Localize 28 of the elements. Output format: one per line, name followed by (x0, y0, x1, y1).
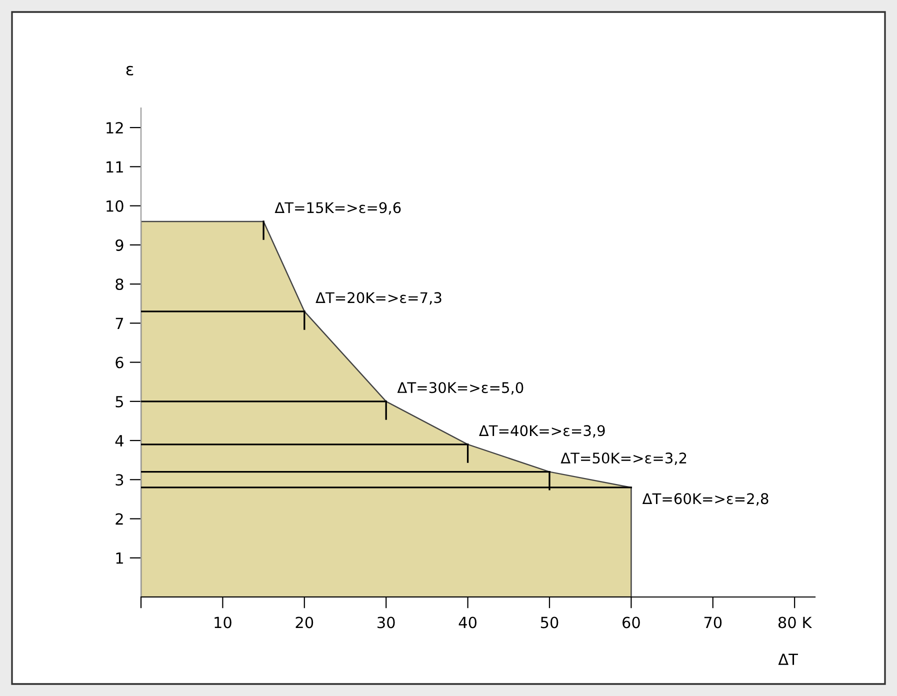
annotation: ΔT=15K=>ε=9,6 (274, 202, 401, 215)
x-axis-title: ΔT (778, 654, 798, 665)
x-tick-label: 70 (704, 616, 722, 628)
y-tick-label: 10 (106, 200, 124, 212)
y-tick-label: 1 (116, 552, 123, 564)
y-tick-label: 11 (106, 161, 123, 172)
x-tick-label: 40 (458, 616, 476, 628)
annotation: ΔT=40K=>ε=3,9 (479, 425, 605, 438)
y-tick-label: 6 (116, 356, 124, 368)
y-tick-label: 3 (116, 474, 124, 486)
y-tick-label: 12 (106, 122, 123, 134)
x-tick-label: 60 (622, 616, 640, 628)
y-tick-label: 2 (116, 513, 123, 525)
y-tick-label: 9 (116, 239, 124, 251)
y-tick-label: 5 (116, 396, 123, 408)
annotation: ΔT=60K=>ε=2,8 (642, 493, 768, 506)
x-tick-label: 10 (214, 616, 232, 628)
x-tick-label: 20 (296, 616, 314, 628)
y-tick-label: 4 (115, 435, 124, 446)
annotation: ΔT=20K=>ε=7,3 (316, 292, 442, 305)
y-axis-title: ε (126, 66, 134, 76)
annotation: ΔT=30K=>ε=5,0 (397, 382, 524, 395)
y-tick-label: 8 (116, 278, 124, 290)
x-tick-label: 80 K (778, 616, 812, 628)
x-tick-label: 30 (378, 616, 395, 628)
x-tick-label: 50 (540, 616, 558, 628)
y-tick-label: 7 (116, 318, 124, 329)
annotation: ΔT=50K=>ε=3,2 (560, 452, 686, 466)
